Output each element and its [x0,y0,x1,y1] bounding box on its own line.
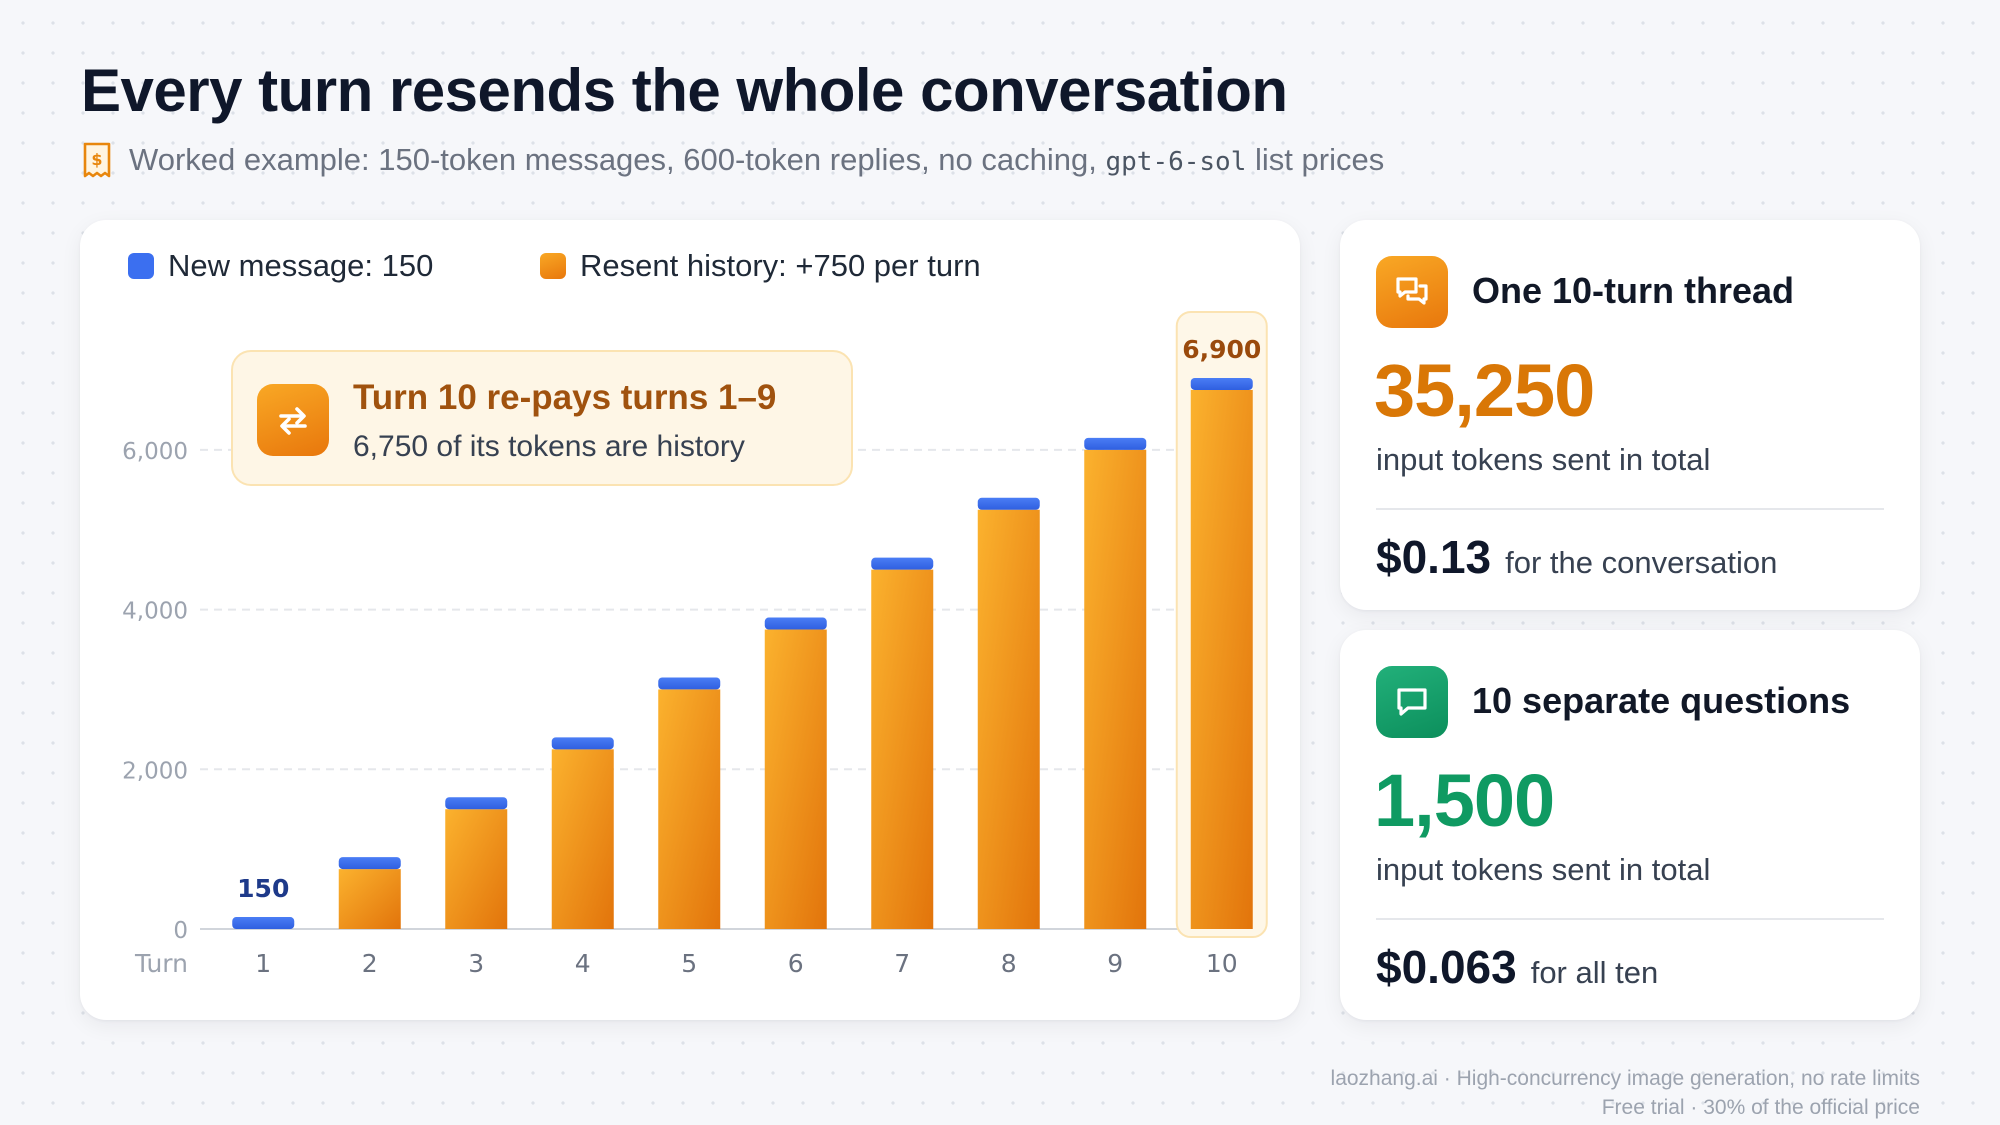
y-tick-label: 6,000 [122,439,188,465]
bar-chart: 0 2,000 4,000 6,000 Turn 1 150 2 3 4 5 6 7 8 9 10 6,900 [122,310,1268,978]
x-tick-label: 8 [1001,949,1017,978]
separate-total-tokens: 1,500 [1374,759,1555,842]
x-tick-label: 9 [1107,949,1123,978]
legend-resent-history-label: Resent history: +750 per turn [580,248,981,283]
bar-history [338,869,401,929]
separate-card-title: 10 separate questions [1472,680,1851,721]
bar-history [871,569,934,929]
separate-total-label: input tokens sent in total [1376,852,1711,887]
x-tick-label: 5 [681,949,697,978]
thread-card-title: One 10-turn thread [1472,270,1795,311]
model-name: gpt-6-sol [1105,147,1247,177]
thread-total-tokens: 35,250 [1374,349,1595,432]
svg-text:$: $ [91,150,102,169]
subtitle-suffix: list prices [1255,142,1385,177]
x-tick-label: 6 [788,949,804,978]
legend-swatch-blue [128,253,154,279]
separate-cost-label: for all ten [1530,955,1659,990]
y-tick-label: 4,000 [122,599,188,625]
separate-cost-row: $0.063 for all ten [1376,940,1658,994]
callout-box: Turn 10 re-pays turns 1–9 6,750 of its t… [231,350,853,486]
data-label: 150 [237,874,289,903]
bar-history [658,689,721,929]
data-label: 6,900 [1182,335,1261,364]
callout-title: Turn 10 re-pays turns 1–9 [353,378,777,417]
subtitle: $ Worked example: 150-token messages, 60… [81,140,1384,180]
x-axis-title: Turn [134,949,188,978]
repeat-icon [257,384,329,456]
separate-card: 10 separate questions 1,500 input tokens… [1340,630,1920,1020]
x-tick-label: 1 [255,949,271,978]
separate-cost-value: $0.063 [1376,941,1517,993]
callout-text: 6,750 of its tokens are history [353,430,745,463]
page-title: Every turn resends the whole conversatio… [81,57,1288,124]
y-tick-label: 0 [173,918,188,944]
legend-new-message: New message: 150 [128,248,433,284]
legend-resent-history: Resent history: +750 per turn [540,248,981,284]
bar-new-message [977,497,1040,510]
x-tick-label: 2 [362,949,378,978]
bar-new-message [658,677,721,690]
bar-new-message [1190,377,1253,390]
chat-bubbles-icon [1376,256,1448,328]
chart-card: 0 2,000 4,000 6,000 Turn 1 150 2 3 4 5 6 7 8 9 10 6,900 [80,220,1300,1020]
footer-line-2: Free trial · 30% of the official price [1601,1096,1920,1119]
thread-cost-value: $0.13 [1376,531,1492,583]
divider [1376,508,1884,510]
legend-swatch-orange [540,253,566,279]
bar-history [1084,449,1147,929]
legend-new-message-label: New message: 150 [168,248,434,283]
bar-new-message [232,917,295,929]
x-tick-label: 4 [575,949,591,978]
bar-history [551,749,614,929]
footer-line-1: laozhang.ai · High-concurrency image gen… [1330,1067,1920,1090]
thread-cost-row: $0.13 for the conversation [1376,530,1777,584]
bar-history [1190,389,1253,929]
bar-new-message [551,737,614,750]
bar-new-message [445,797,508,810]
bar-new-message [1084,437,1147,450]
bar-history [764,629,827,929]
bar-new-message [764,617,827,630]
subtitle-text: Worked example: 150-token messages, 600-… [129,142,1097,177]
receipt-icon: $ [83,142,111,178]
x-tick-label: 3 [468,949,484,978]
x-tick-label: 10 [1206,949,1238,978]
divider [1376,918,1884,920]
bar-history [977,509,1040,929]
bar-new-message [871,557,934,570]
thread-total-label: input tokens sent in total [1376,442,1711,477]
footer: laozhang.ai · High-concurrency image gen… [1331,1064,1920,1122]
x-tick-label: 7 [894,949,910,978]
y-tick-label: 2,000 [122,758,188,784]
thread-card: One 10-turn thread 35,250 input tokens s… [1340,220,1920,610]
bar-new-message [338,857,401,870]
thread-cost-label: for the conversation [1505,545,1778,580]
bar-history [445,809,508,929]
chat-bubble-icon [1376,666,1448,738]
